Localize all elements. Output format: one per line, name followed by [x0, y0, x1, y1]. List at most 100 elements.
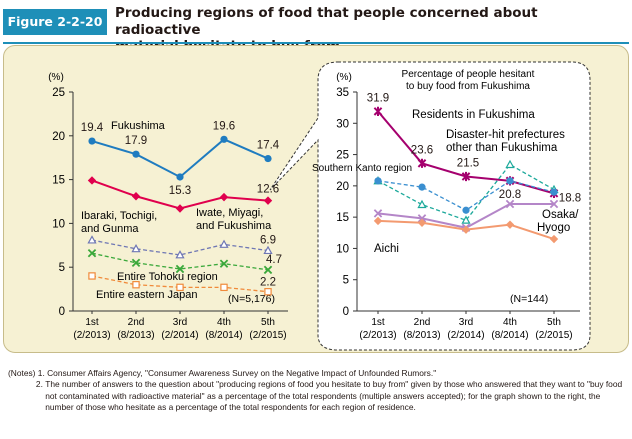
left-x-tick-label: 2nd: [128, 317, 145, 328]
left-x-tick-sublabel: (8/2013): [117, 330, 154, 341]
right-point-aichi: [461, 225, 471, 234]
left-y-tick-label: 15: [52, 175, 65, 187]
left-label-fukushima: Fukushima: [111, 120, 166, 132]
right-point-southern-kanto-region: [506, 177, 514, 185]
left-data-label-fukushima: 19.4: [81, 122, 104, 134]
left-x-tick-label: 1st: [85, 317, 99, 328]
right-point-southern-kanto-region: [462, 206, 470, 214]
left-point-iwate-miyagi-and-fukushima: [87, 176, 97, 185]
note-1-text: Consumer Affairs Agency, "Consumer Aware…: [47, 368, 437, 378]
right-x-tick-sublabel: (2/2014): [447, 330, 484, 341]
right-data-label-residents-in-fukushima: 21.5: [457, 157, 479, 169]
left-x-tick-label: 5th: [261, 317, 275, 328]
note-1: (Notes) 1. Consumer Affairs Agency, "Con…: [8, 368, 626, 379]
right-label-osaka-2: Hyogo: [537, 222, 570, 234]
left-y-tick-label: 25: [52, 87, 65, 99]
right-x-tick-sublabel: (8/2013): [403, 330, 440, 341]
right-x-tick-sublabel: (8/2014): [491, 330, 528, 341]
figure-header: Figure 2-2-20 Producing regions of food …: [3, 4, 629, 54]
right-point-residents-in-fukushima: [373, 106, 383, 116]
right-y-tick-label: 10: [336, 243, 349, 255]
left-point-entire-tohoku-region: [87, 248, 97, 258]
right-y-tick-label: 5: [343, 275, 349, 287]
right-point-aichi: [417, 218, 427, 227]
right-data-label-residents-in-fukushima: 20.8: [499, 189, 521, 201]
right-x-tick-label: 4th: [503, 317, 517, 328]
left-y-tick-label: 10: [52, 218, 65, 230]
zoom-callout: [269, 61, 591, 351]
left-point-fukushima: [220, 135, 228, 143]
header-rule: [3, 42, 629, 44]
left-point-ibaraki-tochigi-and-gunma: [131, 243, 141, 253]
left-y-tick-label: 0: [59, 306, 65, 318]
left-point-entire-eastern-japan: [176, 283, 184, 292]
figure-title-line1: Producing regions of food that people co…: [115, 5, 538, 38]
right-point-osaka-hyogo: [373, 209, 383, 218]
right-y-unit: (%): [336, 72, 352, 83]
right-point-aichi: [373, 216, 383, 226]
right-point-residents-in-fukushima: [417, 158, 427, 168]
left-line-ibaraki-tochigi-and-gunma: [91, 239, 269, 256]
right-point-southern-kanto-region: [374, 177, 382, 185]
left-x-tick-sublabel: (2/2014): [161, 330, 198, 341]
right-point-aichi: [549, 234, 559, 244]
right-point-disaster-hit-prefectures-other-than-fukushima: [505, 159, 515, 169]
left-label-ibaraki-1: Ibaraki, Tochigi,: [81, 210, 157, 222]
left-label-iwate-1: Iwate, Miyagi,: [196, 207, 263, 219]
left-point-iwate-miyagi-and-fukushima: [175, 204, 185, 213]
right-y-tick-label: 30: [336, 118, 349, 130]
left-y-tick-label: 20: [52, 131, 65, 143]
right-x-tick-label: 2nd: [414, 317, 431, 328]
right-y-tick-label: 25: [336, 150, 349, 162]
left-data-label-entire-tohoku-region: 4.7: [266, 254, 282, 266]
right-y-tick-label: 20: [336, 181, 349, 193]
left-point-fukushima: [264, 154, 272, 163]
left-label-iwate-2: and Fukushima: [196, 220, 272, 232]
right-y-tick-label: 35: [336, 87, 349, 99]
notes: (Notes) 1. Consumer Affairs Agency, "Con…: [8, 368, 626, 413]
left-point-entire-eastern-japan: [88, 272, 96, 280]
left-data-label-ibaraki-tochigi-and-gunma: 6.9: [260, 235, 276, 247]
right-x-tick-sublabel: (2/2015): [535, 330, 572, 341]
note-1-number: (Notes) 1.: [8, 368, 48, 378]
right-data-label-residents-in-fukushima: 18.8: [559, 192, 581, 204]
left-point-ibaraki-tochigi-and-gunma: [263, 245, 273, 255]
right-data-label-residents-in-fukushima: 31.9: [367, 92, 389, 104]
right-line-disaster-hit-prefectures-other-than-fukushima: [377, 163, 555, 222]
note-2: 2. The number of answers to the question…: [8, 379, 626, 413]
left-point-ibaraki-tochigi-and-gunma: [87, 235, 97, 244]
right-point-southern-kanto-region: [418, 183, 426, 191]
left-x-tick-label: 4th: [217, 317, 231, 328]
left-plot: 0 5 10 15 20 25 1st (2/2013) 2nd (8/2013) 3rd (2/20…: [52, 87, 288, 341]
left-data-label-fukushima: 19.6: [213, 120, 235, 132]
right-label-disaster-2: other than Fukushima: [446, 142, 558, 154]
right-x-tick-label: 5th: [547, 317, 561, 328]
right-point-osaka-hyogo: [417, 214, 427, 223]
left-n-label: (N=5,176): [228, 293, 275, 305]
right-point-residents-in-fukushima: [461, 171, 471, 182]
right-title-line1: Percentage of people hesitant: [402, 69, 535, 80]
left-label-tohoku: Entire Tohoku region: [117, 271, 218, 283]
left-label-eastern: Entire eastern Japan: [96, 289, 198, 301]
right-y-tick-label: 0: [343, 306, 349, 318]
left-point-entire-eastern-japan: [220, 283, 228, 292]
left-data-label-fukushima: 17.4: [257, 140, 280, 152]
right-point-disaster-hit-prefectures-other-than-fukushima: [461, 215, 471, 224]
right-x-tick-label: 1st: [371, 317, 385, 328]
left-x-tick-label: 3rd: [173, 317, 187, 328]
note-2-number: 2.: [8, 379, 46, 390]
right-point-disaster-hit-prefectures-other-than-fukushima: [417, 199, 427, 209]
right-plot: 0 5 10 15 20 25 30 35 1st (2/2013) 2nd (8/2013) 3rd (…: [336, 87, 581, 341]
left-line-fukushima: [91, 138, 269, 179]
right-point-southern-kanto-region: [550, 188, 558, 196]
right-label-disaster-1: Disaster-hit prefectures: [446, 129, 565, 141]
left-point-iwate-miyagi-and-fukushima: [219, 192, 229, 202]
right-y-tick-label: 15: [336, 212, 349, 224]
left-point-entire-tohoku-region: [131, 258, 141, 268]
left-x-tick-sublabel: (8/2014): [205, 330, 242, 341]
left-x-tick-sublabel: (2/2013): [73, 330, 110, 341]
right-point-osaka-hyogo: [549, 199, 559, 209]
right-label-residents: Residents in Fukushima: [412, 109, 535, 121]
right-label-aichi: Aichi: [374, 243, 399, 255]
left-point-iwate-miyagi-and-fukushima: [131, 192, 141, 201]
